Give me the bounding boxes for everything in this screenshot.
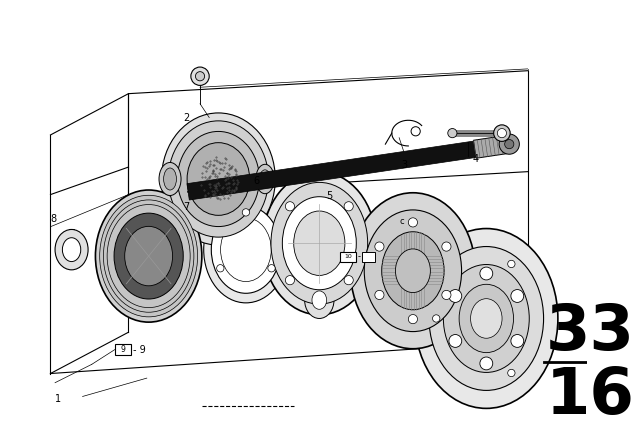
Circle shape bbox=[449, 335, 461, 347]
Text: - 9: - 9 bbox=[133, 345, 146, 355]
Text: 6: 6 bbox=[253, 176, 259, 186]
Circle shape bbox=[442, 290, 451, 300]
Ellipse shape bbox=[396, 249, 430, 293]
Polygon shape bbox=[474, 135, 511, 158]
Ellipse shape bbox=[211, 206, 280, 293]
Ellipse shape bbox=[95, 190, 202, 322]
Ellipse shape bbox=[470, 299, 502, 338]
Circle shape bbox=[268, 265, 275, 272]
Circle shape bbox=[411, 127, 420, 136]
Circle shape bbox=[285, 202, 294, 211]
Ellipse shape bbox=[159, 163, 181, 195]
Circle shape bbox=[511, 335, 524, 347]
Ellipse shape bbox=[271, 182, 367, 304]
Circle shape bbox=[344, 276, 353, 285]
Text: 8: 8 bbox=[51, 215, 56, 224]
Circle shape bbox=[408, 314, 417, 324]
Bar bbox=[339, 252, 356, 263]
Bar bbox=[362, 252, 375, 262]
Text: 1: 1 bbox=[55, 394, 61, 404]
Ellipse shape bbox=[107, 205, 190, 308]
Circle shape bbox=[195, 72, 205, 81]
Circle shape bbox=[480, 357, 493, 370]
Text: 3: 3 bbox=[401, 160, 407, 170]
Circle shape bbox=[375, 290, 384, 300]
Circle shape bbox=[508, 369, 515, 377]
Ellipse shape bbox=[294, 211, 345, 276]
Circle shape bbox=[408, 218, 417, 227]
Circle shape bbox=[375, 242, 384, 251]
Text: 16: 16 bbox=[546, 366, 635, 427]
Bar bbox=[115, 344, 131, 355]
Text: 9: 9 bbox=[120, 345, 125, 354]
Ellipse shape bbox=[55, 229, 88, 270]
Circle shape bbox=[448, 129, 457, 138]
Text: c: c bbox=[399, 217, 404, 226]
Text: 7: 7 bbox=[184, 202, 190, 212]
Text: 10: 10 bbox=[344, 254, 351, 259]
Text: 5: 5 bbox=[326, 190, 333, 201]
Ellipse shape bbox=[161, 113, 275, 245]
Ellipse shape bbox=[114, 213, 183, 299]
Ellipse shape bbox=[505, 139, 514, 149]
Ellipse shape bbox=[381, 232, 444, 310]
Circle shape bbox=[344, 202, 353, 211]
Ellipse shape bbox=[305, 282, 334, 319]
Ellipse shape bbox=[262, 172, 376, 315]
Ellipse shape bbox=[168, 121, 268, 237]
Ellipse shape bbox=[221, 218, 271, 282]
Circle shape bbox=[493, 125, 510, 142]
Ellipse shape bbox=[187, 142, 250, 215]
Circle shape bbox=[442, 242, 451, 251]
Ellipse shape bbox=[415, 228, 558, 409]
Ellipse shape bbox=[282, 197, 356, 290]
Circle shape bbox=[217, 265, 224, 272]
Circle shape bbox=[508, 260, 515, 267]
Circle shape bbox=[480, 267, 493, 280]
Polygon shape bbox=[187, 136, 511, 200]
Ellipse shape bbox=[364, 210, 461, 332]
Ellipse shape bbox=[104, 200, 194, 312]
Ellipse shape bbox=[260, 170, 271, 188]
Ellipse shape bbox=[164, 168, 177, 190]
Text: 4: 4 bbox=[472, 154, 479, 164]
Text: 2: 2 bbox=[184, 112, 190, 122]
Ellipse shape bbox=[256, 164, 274, 194]
Ellipse shape bbox=[100, 195, 198, 317]
Text: 33: 33 bbox=[546, 301, 635, 363]
Ellipse shape bbox=[177, 131, 259, 227]
Ellipse shape bbox=[429, 246, 543, 390]
Ellipse shape bbox=[62, 238, 81, 262]
Circle shape bbox=[449, 289, 461, 302]
Ellipse shape bbox=[204, 196, 288, 303]
Ellipse shape bbox=[499, 134, 519, 154]
Circle shape bbox=[511, 289, 524, 302]
Ellipse shape bbox=[312, 291, 326, 309]
Circle shape bbox=[285, 276, 294, 285]
Circle shape bbox=[243, 209, 250, 216]
Circle shape bbox=[497, 129, 506, 138]
Circle shape bbox=[191, 67, 209, 86]
Ellipse shape bbox=[125, 226, 173, 286]
Circle shape bbox=[433, 315, 440, 322]
Ellipse shape bbox=[351, 193, 476, 349]
Ellipse shape bbox=[444, 264, 529, 372]
Ellipse shape bbox=[459, 284, 513, 353]
Text: -: - bbox=[358, 253, 364, 262]
